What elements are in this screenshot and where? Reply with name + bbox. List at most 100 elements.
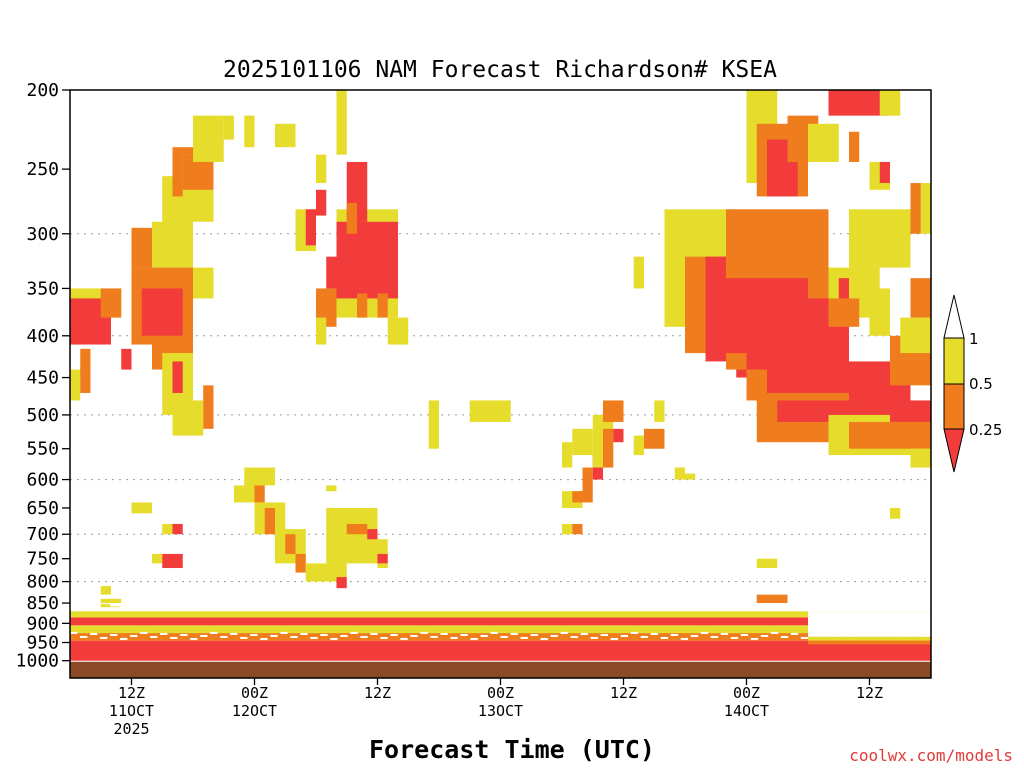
bl-gap xyxy=(450,603,461,609)
bl-gap xyxy=(510,632,518,635)
bl-gap xyxy=(570,635,578,638)
colorbar-0-5-to-1 xyxy=(943,337,965,385)
bl-gap xyxy=(440,603,451,607)
ri-cell xyxy=(162,523,173,535)
bl-gap xyxy=(390,633,398,636)
bl-gap xyxy=(110,603,121,607)
bl-gap xyxy=(480,634,488,637)
bl-gap xyxy=(330,637,338,640)
bl-gap xyxy=(440,632,448,635)
y-tick-label: 600 xyxy=(26,470,59,491)
bl-gap xyxy=(140,631,148,634)
ri-cell xyxy=(377,539,388,569)
bl-gap xyxy=(540,637,548,640)
x-tick-label: 14OCT xyxy=(724,702,769,720)
bl-gap xyxy=(150,635,158,638)
bl-gap xyxy=(110,633,118,636)
bl-gap xyxy=(130,603,141,605)
ri-cell xyxy=(582,467,593,503)
ri-cell xyxy=(808,123,839,162)
ri-cell xyxy=(910,448,931,468)
bl-gap xyxy=(730,636,739,639)
bl-gap xyxy=(340,634,348,637)
ri-cell xyxy=(849,421,931,449)
x-tick-label: 12Z xyxy=(364,684,391,702)
bl-gap xyxy=(200,603,211,609)
bl-gap xyxy=(90,603,101,609)
ri-cell xyxy=(562,523,573,535)
ri-cell xyxy=(295,553,306,573)
bl-gap xyxy=(720,632,729,635)
bl-gap xyxy=(808,611,931,637)
ri-cell xyxy=(316,317,327,345)
bl-gap xyxy=(820,603,832,606)
bl-gap xyxy=(390,603,401,608)
bl-gap xyxy=(370,603,381,610)
ri-cell xyxy=(223,115,234,140)
bl-gap xyxy=(780,603,792,609)
bl-gap xyxy=(360,635,368,638)
bl-gap xyxy=(870,603,882,605)
bl-gap xyxy=(520,603,532,606)
bl-gap xyxy=(910,603,922,608)
ri-cell xyxy=(387,317,398,345)
y-axis: 200 250 300 350 400 450 500 550 600 650 700 7508008… xyxy=(16,80,70,672)
ri-cell xyxy=(70,369,81,401)
bl-gap xyxy=(100,603,111,605)
bl-gap xyxy=(700,603,712,610)
ri-cell xyxy=(275,123,296,148)
y-tick-label: 850 xyxy=(26,593,59,614)
bl-gap xyxy=(230,632,238,635)
bl-gap xyxy=(770,631,779,634)
bl-gap xyxy=(680,637,689,640)
bl-gap xyxy=(320,603,331,605)
ri-cell xyxy=(849,209,911,268)
ri-cell xyxy=(469,400,511,422)
colorbar-below-0-25 xyxy=(943,428,965,473)
ri-cell xyxy=(603,400,624,422)
bl-gap xyxy=(800,603,812,608)
y-tick-label: 750 xyxy=(26,549,59,570)
bl-gap xyxy=(860,603,872,609)
bl-gap xyxy=(790,632,799,635)
ri-cell xyxy=(756,558,778,569)
ri-cell xyxy=(336,90,347,155)
ri-cell xyxy=(234,485,255,503)
ri-cell xyxy=(203,385,214,429)
bl-gap xyxy=(710,635,719,638)
bl-gap xyxy=(210,631,218,634)
bl-gap xyxy=(450,636,458,639)
ri-cell xyxy=(869,288,890,336)
bl-gap xyxy=(340,603,351,609)
bl-gap xyxy=(610,603,622,608)
ri-cell xyxy=(346,523,368,535)
ri-cell xyxy=(316,154,327,184)
x-tick-label: 12OCT xyxy=(232,702,277,720)
ri-cell xyxy=(428,400,439,449)
y-tick-label: 1000 xyxy=(16,651,59,672)
bl-gap xyxy=(770,603,782,607)
y-tick-label: 500 xyxy=(26,405,59,426)
bl-gap xyxy=(430,635,438,638)
bl-gap xyxy=(240,603,251,605)
bl-gap xyxy=(670,633,679,636)
ri-cell xyxy=(367,529,378,540)
bl-gap xyxy=(100,636,108,639)
bl-gap xyxy=(470,603,481,608)
ri-cell xyxy=(377,553,388,564)
bl-gap xyxy=(120,637,128,640)
bl-gap xyxy=(250,633,258,636)
bl-gap xyxy=(550,634,558,637)
boundary-layer-cells xyxy=(70,603,931,661)
bl-gap xyxy=(400,637,408,640)
bl-gap xyxy=(630,603,642,606)
ri-cell xyxy=(572,523,583,535)
bl-gap xyxy=(880,603,892,607)
ri-cell xyxy=(305,563,347,582)
bl-gap xyxy=(280,631,288,634)
ri-cell xyxy=(152,553,163,564)
ri-cell xyxy=(562,442,573,468)
ri-cell xyxy=(603,428,614,468)
ri-cell xyxy=(828,298,860,327)
bl-gap xyxy=(800,636,809,639)
